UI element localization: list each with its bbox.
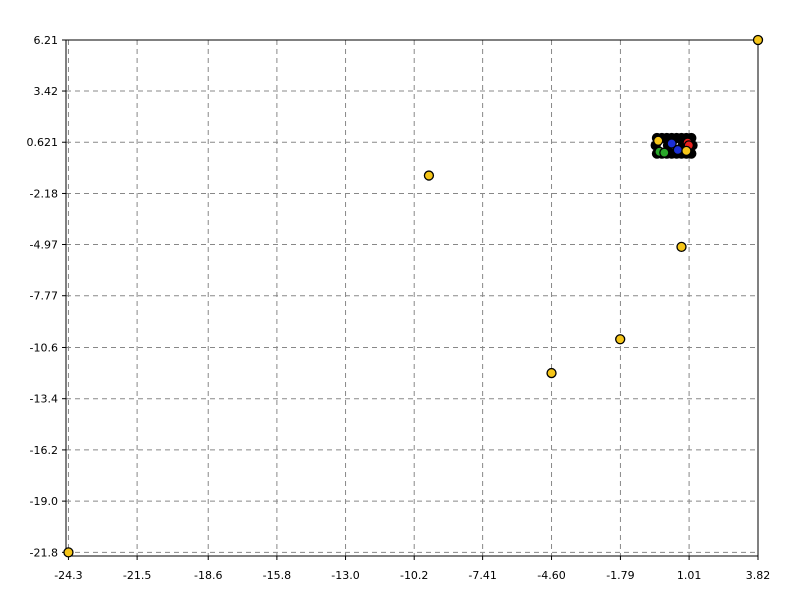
data-point-yellow [546,367,557,379]
data-point-yellow [63,547,74,558]
y-tick-label: -2.18 [30,187,58,200]
y-tick-label: -4.97 [30,238,58,251]
x-tick-label: -15.8 [263,569,291,582]
grid [66,39,759,556]
data-point-yellow [676,241,687,253]
data-point-blue [672,144,683,156]
y-tick-label: 0.621 [27,136,59,149]
y-tick-label: -13.4 [30,393,58,406]
data-points [63,34,764,558]
x-axis: -24.3 -21.5 -18.6 -15.8 -13.0 -10.2 -7.41 -4.60… [54,556,770,582]
y-tick-label: -16.2 [30,444,58,457]
x-tick-label: -7.41 [468,569,496,582]
x-tick-label: -21.5 [123,569,151,582]
y-tick-label: 3.42 [34,85,59,98]
x-tick-label: -24.3 [54,569,82,582]
x-tick-label: -18.6 [194,569,222,582]
y-tick-label: 6.21 [34,34,59,47]
data-point-yellow [681,145,692,156]
plot-frame [65,39,759,557]
x-tick-label: 1.01 [677,569,702,582]
y-tick-label: -10.6 [30,341,58,354]
data-point-yellow [615,334,626,345]
x-tick-label: -10.2 [400,569,428,582]
data-point-yellow [752,34,764,46]
data-point-blue [666,138,677,149]
y-tick-label: -21.8 [30,546,58,559]
y-tick-label: -19.0 [30,495,58,508]
x-tick-label: -1.79 [606,569,634,582]
data-point-yellow [653,135,664,146]
x-tick-label: -13.0 [331,569,359,582]
data-point-yellow [423,170,435,181]
data-point-green [659,147,670,158]
y-tick-label: -7.77 [30,290,58,303]
x-tick-label: 3.82 [746,569,771,582]
y-axis: 6.21 3.42 0.621 -2.18 -4.97 -7.77 -10.6 -13.4 -1… [27,34,66,559]
x-tick-label: -4.60 [537,569,565,582]
